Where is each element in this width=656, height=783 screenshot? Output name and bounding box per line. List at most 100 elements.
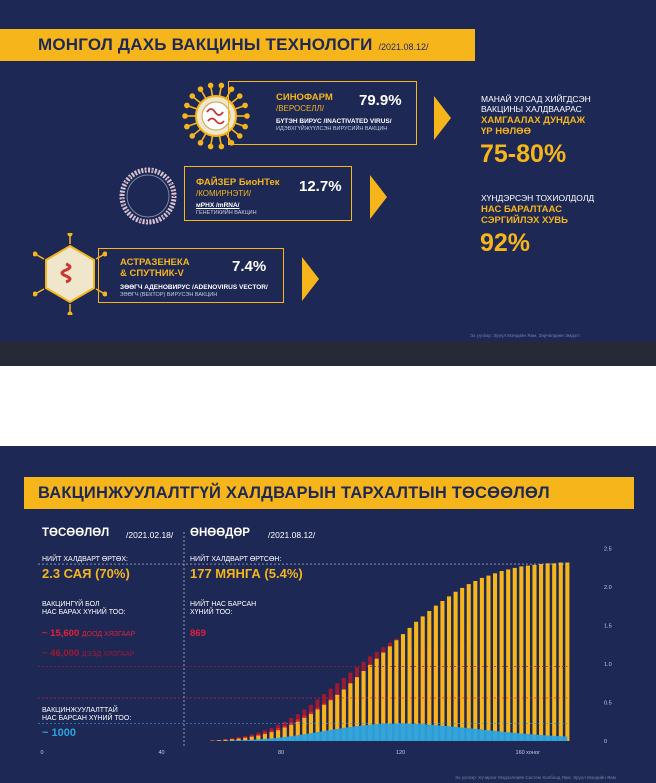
infection-bar (433, 605, 438, 741)
adenovirus-icon (33, 233, 107, 315)
infection-bar (335, 694, 340, 741)
arrow-right-icon (370, 175, 387, 219)
sinopharm-name: СИНОФАРМ (276, 92, 333, 103)
vaccinated-deaths-value: ~ 1000 (42, 727, 76, 739)
infection-bar (558, 562, 563, 741)
panel1-title: МОНГОЛ ДАХЬ ВАКЦИНЫ ТЕХНОЛОГИ (38, 35, 373, 54)
left-total-label: НИЙТ ХАЛДВАРТ ӨРТӨХ: (42, 556, 128, 563)
infection-bar (374, 658, 379, 741)
left-header: ТӨСӨӨЛӨЛ (42, 527, 110, 539)
infection-bar (282, 727, 287, 741)
death-prevention-percent: 92% (480, 229, 531, 257)
infection-bar (295, 721, 300, 741)
x-tick-label: 120 (396, 750, 405, 756)
infection-bar (216, 740, 221, 741)
y-tick-label: 1.5 (604, 624, 612, 630)
x-tick-label: 160 (516, 750, 525, 756)
virus-spike-tip (184, 102, 190, 109)
infection-bar (407, 627, 412, 741)
infection-bar (525, 565, 530, 741)
panel1-title-band: МОНГОЛ ДАХЬ ВАКЦИНЫ ТЕХНОЛОГИ /2021.08.1… (0, 29, 475, 61)
infection-bar (289, 724, 294, 741)
left-total-value: 2.3 САЯ (70%) (42, 566, 130, 581)
infection-bar (446, 596, 452, 741)
side-line3: ХҮНДЭРСЭН ТОХИОЛДОЛД (481, 193, 595, 203)
virus-spike-tip (218, 82, 225, 89)
infection-bar (381, 652, 386, 741)
panel1-source: Эх үүсвэр: Эрүүл Мэндийн Яам, Зөрчилдөөн… (470, 333, 581, 338)
vaccinated-deaths-label-b: НАС БАРСАН ХҮНИЙ ТОО: (42, 715, 132, 722)
virus-spike-tip (228, 86, 235, 92)
y-tick-label: 2.5 (604, 547, 612, 553)
sinopharm-sub: /ВЕРОСЕЛЛ/ (276, 104, 325, 113)
astrazeneca-type-sub: ЗӨӨГЧ (ВЕКТОР) ВИРУСЭН ВАКЦИН (120, 292, 218, 298)
infection-bar (341, 689, 346, 741)
left-deaths-label-a: ВАКЦИНГҮЙ БОЛ (42, 601, 100, 608)
sinopharm-percent: 79.9% (359, 92, 402, 109)
infection-bar (427, 611, 432, 741)
x-tick-label: 0 (40, 750, 43, 756)
infection-bar (499, 571, 504, 741)
right-header-date: /2021.08.12/ (268, 530, 316, 540)
vaccinated-deaths-area (212, 723, 568, 741)
virus-spike-tip (242, 123, 248, 130)
infection-bar (420, 616, 425, 741)
infection-bar (394, 640, 399, 741)
astrazeneca-type: ЗӨӨГЧ АДЕНОВИРУС /ADENOVIRUS VECTOR/ (120, 284, 268, 291)
infection-bar (348, 683, 353, 741)
virus-spike-tip (242, 102, 248, 109)
y-tick-label: 2.0 (604, 585, 612, 591)
side-line1: МАНАЙ УЛСАД ХИЙГДСЭН (481, 94, 591, 104)
infection-bar (236, 738, 241, 741)
side-bold1: ХАМГААЛАХ ДУНДАЖ (481, 115, 586, 126)
x-tick-label: 80 (278, 750, 284, 756)
pfizer-name: ФАЙЗЕР БиоНТек (196, 177, 280, 188)
infection-bar (322, 704, 327, 741)
x-tick-label: 40 (158, 750, 164, 756)
right-deaths-label-b: ХҮНИЙ ТОО: (190, 609, 233, 616)
arrow-right-icon (434, 96, 451, 140)
panel2-title-band: ВАКЦИНЖУУЛАЛТГҮЙ ХАЛДВАРЫН ТАРХАЛТЫН ТӨС… (24, 477, 634, 509)
virus-spike-tip (207, 82, 214, 89)
virus-spike-tip (236, 93, 243, 99)
infection-bar (276, 730, 281, 741)
infection-bar (466, 584, 471, 741)
right-deaths-label-a: НИЙТ НАС БАРСАН (190, 601, 257, 608)
infection-bar (315, 709, 320, 741)
x-unit-label: хоног (526, 750, 540, 756)
panel2-title: ВАКЦИНЖУУЛАЛТГҮЙ ХАЛДВАРЫН ТАРХАЛТЫН ТӨС… (38, 483, 550, 502)
infection-bar (269, 732, 274, 741)
panel1-footer (0, 342, 656, 366)
virus-spike-tip (197, 86, 204, 92)
infection-bar (486, 575, 491, 741)
y-tick-label: 0 (604, 739, 607, 745)
infection-bar (387, 646, 392, 741)
vaccinated-deaths-label-a: ВАКЦИНЖУУЛАЛТТАЙ (42, 707, 118, 714)
infection-bar (262, 734, 267, 741)
infection-bar (545, 563, 550, 741)
astrazeneca-name: АСТРАЗЕНЕКА (120, 257, 190, 268)
virus-spike-tip (207, 143, 214, 150)
sputnik-name: & СПУТНИК-V (120, 268, 184, 279)
lower-bound-deaths: ~ 15,600 ДООД ХЯЗГААР (42, 628, 136, 639)
infection-bar (532, 564, 537, 741)
vaccine-technology-panel: МОНГОЛ ДАХЬ ВАКЦИНЫ ТЕХНОЛОГИ /2021.08.1… (0, 0, 656, 366)
y-tick-label: 1.0 (604, 662, 612, 668)
panel2-source: Эх үүсвэр: Хүчирхэг Мэдээллийн Систем Хо… (455, 775, 616, 780)
infection-bar (308, 714, 313, 741)
infection-bar (492, 573, 498, 741)
sinopharm-type-sub: ИДЭВХГҮЙЖҮҮЛСЭН ВИРУСИЙН ВАКЦИН (276, 126, 388, 132)
virus-spike-tip (236, 133, 243, 139)
infection-bar (256, 735, 261, 741)
protection-percent: 75-80% (480, 140, 567, 168)
infection-bar (328, 700, 333, 741)
side-bold2: ҮР НӨЛӨӨ (481, 126, 531, 137)
infection-bar (354, 677, 360, 741)
infection-bar (230, 739, 235, 741)
right-header: ӨНӨӨДӨР (190, 527, 250, 539)
infection-bar (506, 569, 511, 741)
spread-projection-panel: ВАКЦИНЖУУЛАЛТГҮЙ ХАЛДВАРЫН ТАРХАЛТЫН ТӨС… (0, 446, 656, 783)
infection-bar (473, 581, 478, 741)
side-bold4: СЭРГИЙЛЭХ ХУВЬ (481, 215, 568, 226)
side-bold3: НАС БАРАЛТААС (481, 204, 563, 215)
